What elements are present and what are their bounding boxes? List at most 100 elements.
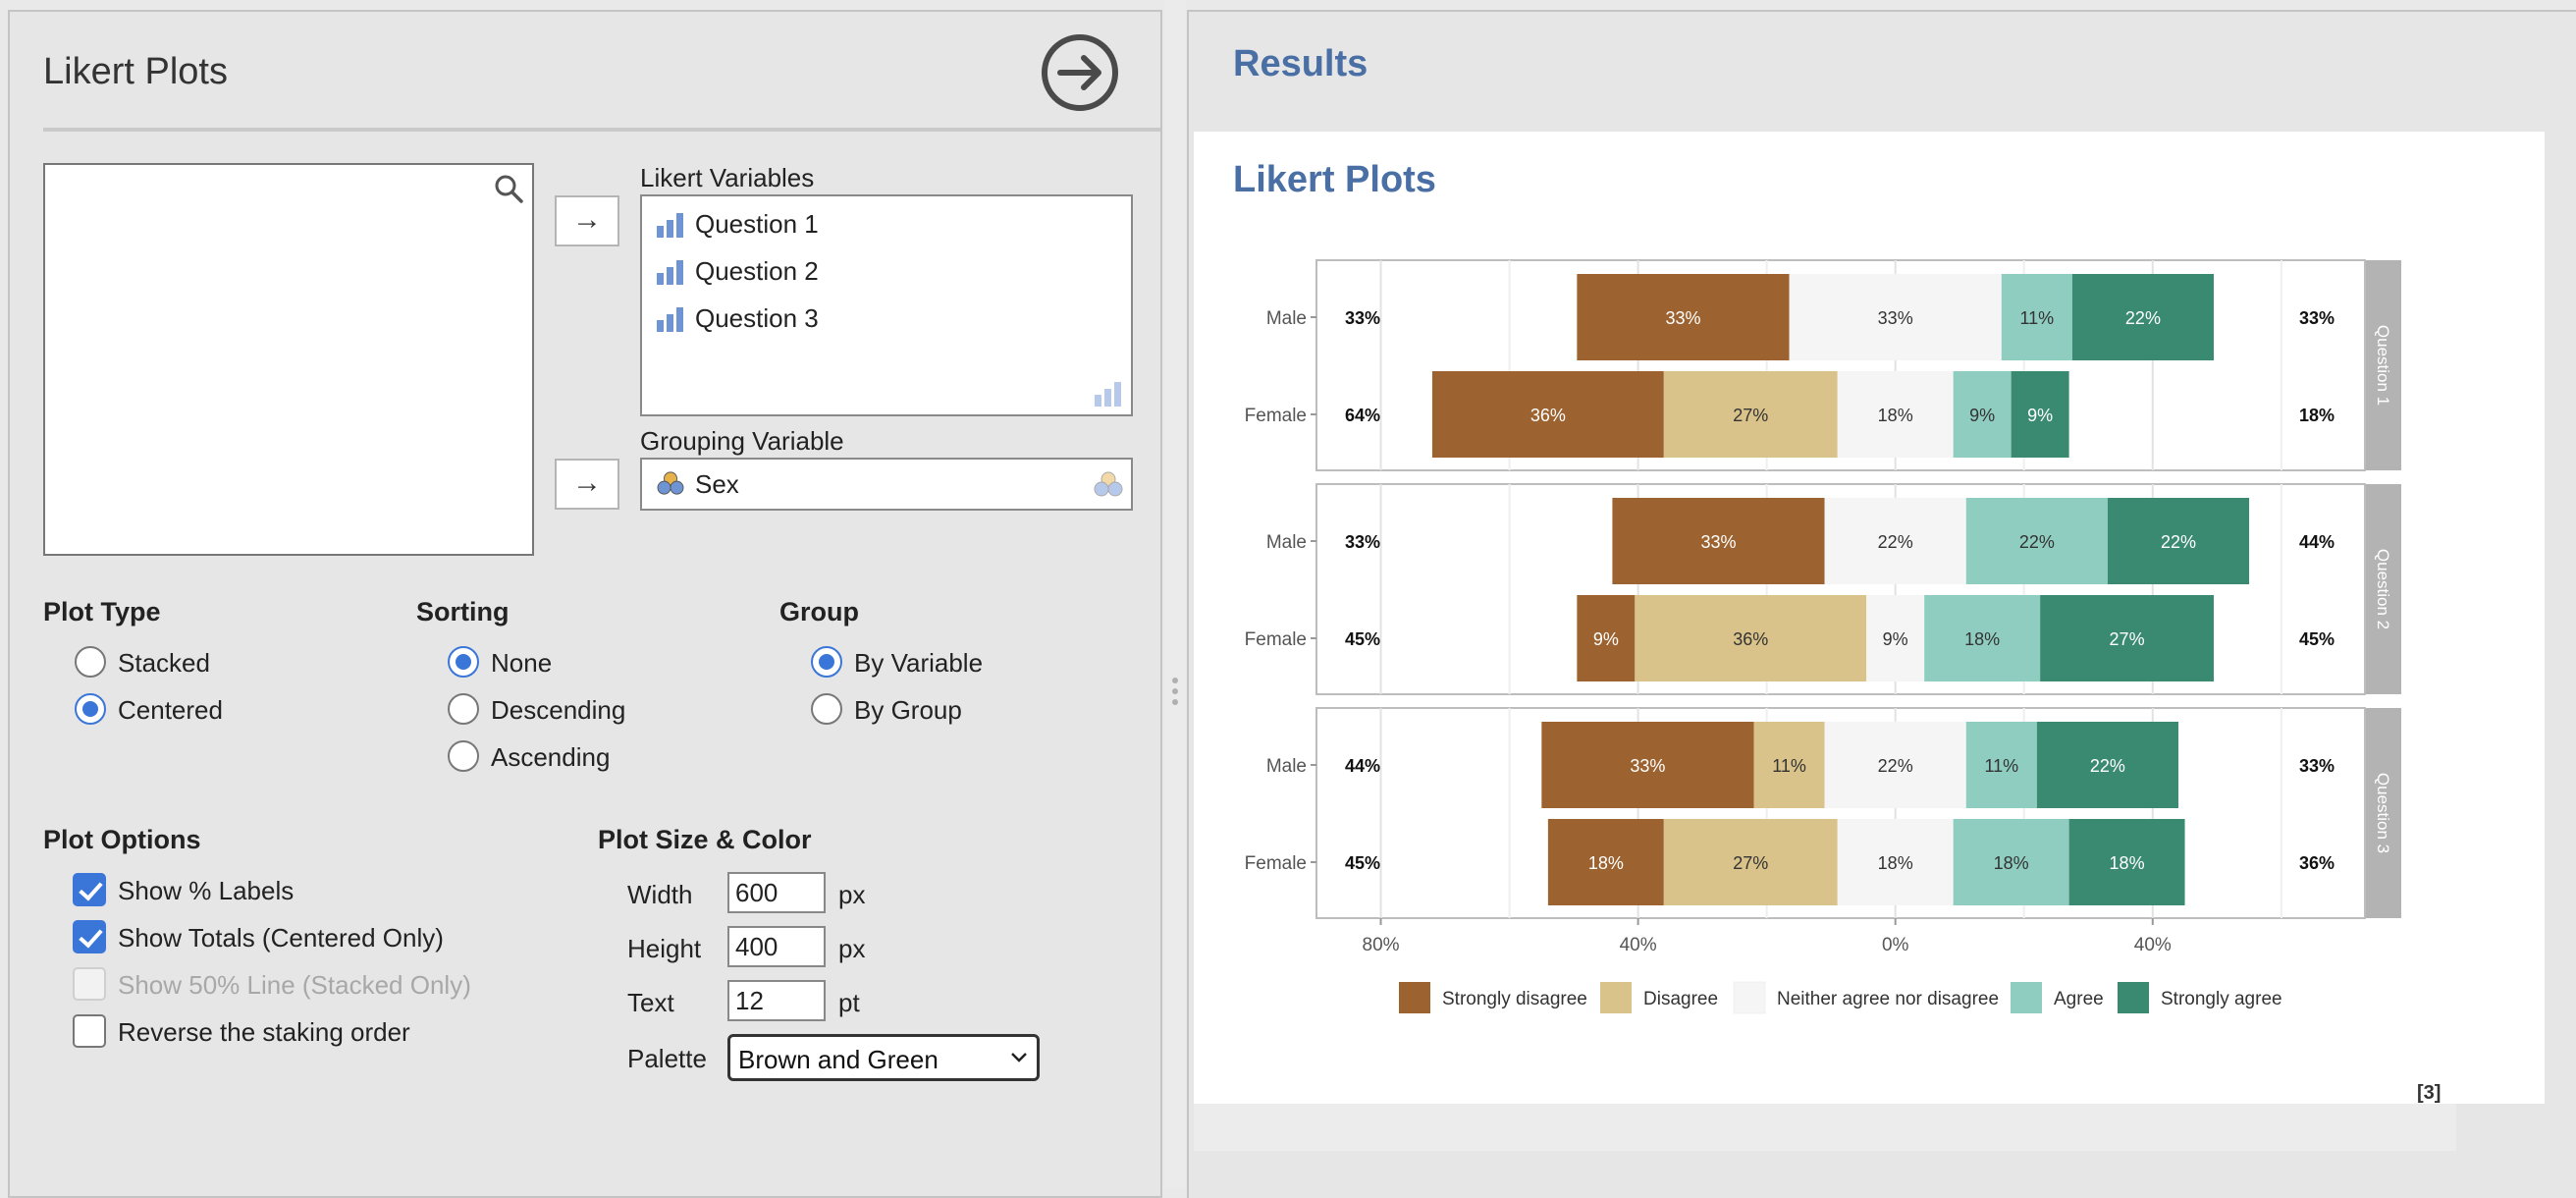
segment-label: 22% [2125, 308, 2161, 328]
bar-segment [1837, 819, 1954, 905]
splitter-grip [1172, 688, 1178, 694]
facet-label: Question 3 [2374, 773, 2392, 853]
width-input[interactable]: 600 [727, 872, 826, 913]
variable-name: Question 3 [695, 303, 819, 333]
left-total-label: 64% [1345, 406, 1380, 425]
right-total-label: 36% [2299, 853, 2334, 873]
panel-splitter[interactable] [1164, 0, 1186, 1188]
bar-segment [1612, 498, 1825, 584]
text-size-unit: pt [838, 988, 860, 1017]
search-icon[interactable] [493, 173, 524, 204]
show-percent-labels-checkbox[interactable] [73, 873, 106, 906]
segment-label: 9% [1969, 406, 1995, 425]
bar-segment [1663, 819, 1838, 905]
legend-swatch [1733, 981, 1766, 1014]
radio-descending-label: Descending [491, 695, 626, 725]
radio-ascending[interactable] [448, 740, 479, 772]
segment-label: 18% [1878, 853, 1913, 873]
likert-variables-label: Likert Variables [640, 163, 815, 192]
bar-segment [1924, 595, 2041, 681]
segment-label: 33% [1878, 308, 1913, 328]
segment-label: 18% [2110, 853, 2145, 873]
bar-segment [1541, 722, 1754, 808]
width-unit: px [838, 880, 866, 909]
group-label: Female [1245, 406, 1307, 426]
reverse-order-label: Reverse the staking order [118, 1017, 410, 1047]
segment-label: 11% [2019, 308, 2054, 328]
bar-segment [1953, 819, 2069, 905]
radio-ascending-label: Ascending [491, 742, 611, 772]
right-total-label: 44% [2299, 532, 2334, 552]
segment-label: 18% [1878, 406, 1913, 425]
radio-by-variable[interactable] [811, 646, 842, 678]
radio-by-variable-label: By Variable [854, 648, 984, 678]
segment-label: 18% [1964, 629, 2000, 649]
group-label: Male [1266, 308, 1307, 329]
bar-segment [1789, 274, 2002, 360]
segment-label: 18% [1994, 853, 2029, 873]
group-label: Female [1245, 853, 1307, 874]
bar-segment [2068, 819, 2185, 905]
segment-label: 27% [1733, 853, 1768, 873]
grouping-variable-box[interactable]: Sex [640, 458, 1133, 511]
nominal-variable-icon [657, 471, 684, 495]
show-50-line-checkbox[interactable] [73, 967, 106, 1001]
add-grouping-variable-button[interactable]: → [555, 459, 619, 510]
radio-none[interactable] [448, 646, 479, 678]
radio-centered[interactable] [75, 693, 106, 725]
bar-segment [1663, 371, 1838, 458]
show-50-line-label: Show 50% Line (Stacked Only) [118, 970, 471, 1000]
bar-segment [1431, 371, 1664, 458]
variable-name: Question 1 [695, 209, 819, 239]
x-tick-label: 40% [2134, 935, 2172, 955]
facet-label: Question 1 [2374, 325, 2392, 406]
segment-label: 11% [1984, 756, 2018, 776]
segment-label: 22% [2019, 532, 2055, 552]
arrow-right-circle-icon [1042, 34, 1118, 111]
chevron-down-icon [1011, 1053, 1027, 1062]
legend-swatch [1399, 982, 1430, 1013]
arrow-right-icon: → [572, 203, 602, 236]
height-unit: px [838, 934, 866, 963]
ordinal-variable-icon [657, 260, 683, 285]
segment-label: 9% [1883, 629, 1908, 649]
radio-by-group[interactable] [811, 693, 842, 725]
bar-segment [1965, 498, 2108, 584]
text-size-label: Text [627, 988, 674, 1017]
left-total-label: 45% [1345, 853, 1380, 873]
run-arrow-button[interactable] [1041, 33, 1119, 112]
facet-strip [2366, 260, 2401, 470]
x-tick-label: 0% [1882, 935, 1909, 955]
arrow-right-icon: → [572, 466, 602, 499]
legend-swatch [2011, 982, 2042, 1013]
left-total-label: 33% [1345, 308, 1380, 328]
show-totals-label: Show Totals (Centered Only) [118, 923, 444, 953]
bar-segment [1577, 595, 1636, 681]
bar-segment [2036, 722, 2178, 808]
radio-centered-label: Centered [118, 695, 223, 725]
source-variable-list[interactable] [43, 163, 534, 556]
likert-variables-list[interactable]: Question 1 Question 2 Question 3 [640, 194, 1133, 416]
segment-label: 33% [1665, 308, 1700, 328]
height-input[interactable]: 400 [727, 926, 826, 967]
bar-segment [1953, 371, 2012, 458]
left-total-label: 45% [1345, 629, 1380, 649]
bar-segment [1824, 722, 1966, 808]
show-totals-checkbox[interactable] [73, 920, 106, 953]
legend-label: Strongly disagree [1442, 989, 1587, 1009]
splitter-grip [1172, 678, 1178, 683]
reverse-order-checkbox[interactable] [73, 1014, 106, 1048]
right-total-label: 45% [2299, 629, 2334, 649]
facet-strip [2366, 484, 2401, 694]
palette-select[interactable]: Brown and Green [727, 1034, 1040, 1081]
grouping-variable-label: Grouping Variable [640, 426, 844, 456]
add-likert-variable-button[interactable]: → [555, 195, 619, 246]
text-size-input[interactable]: 12 [727, 980, 826, 1021]
palette-value: Brown and Green [738, 1045, 939, 1074]
legend-label: Neither agree nor disagree [1777, 989, 1999, 1009]
radio-descending[interactable] [448, 693, 479, 725]
radio-stacked[interactable] [75, 646, 106, 678]
title-divider [43, 128, 1160, 132]
bar-segment [1753, 722, 1825, 808]
